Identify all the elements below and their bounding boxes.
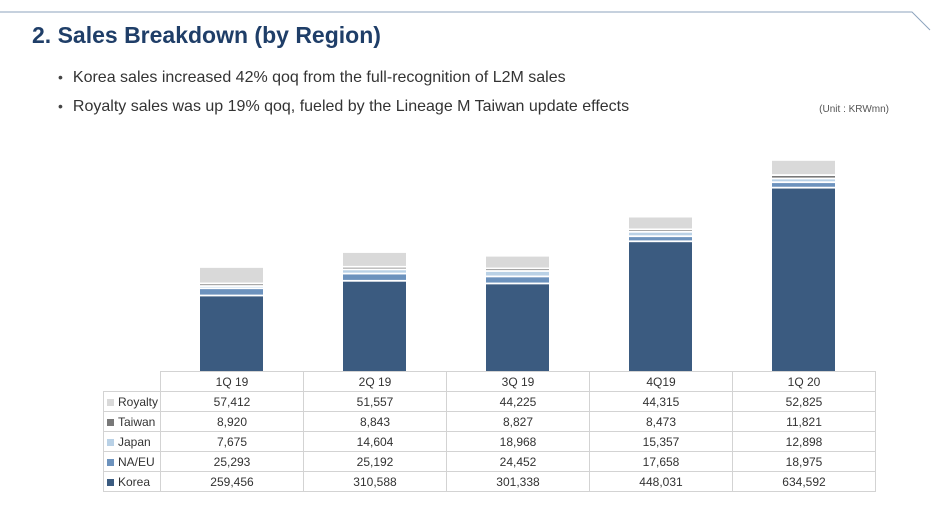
- table-cell: 310,588: [303, 471, 447, 492]
- series-label-taiwan: Taiwan: [103, 411, 161, 432]
- table-cell: 18,968: [446, 431, 590, 452]
- table-corner: [103, 371, 161, 392]
- table-cell: 24,452: [446, 451, 590, 472]
- table-row-japan: Japan 7,675 14,604 18,968 15,357 12,898: [103, 431, 876, 452]
- table-cell: 259,456: [160, 471, 304, 492]
- bar-segment-royalty-4: [629, 217, 692, 229]
- bar-segment-royalty-2: [343, 252, 406, 266]
- table-cell: 14,604: [303, 431, 447, 452]
- bar-segment-taiwan-4: [629, 230, 692, 231]
- bar-segment-taiwan-5: [772, 175, 835, 178]
- column-header: 1Q 20: [732, 371, 876, 392]
- series-name: Taiwan: [118, 414, 156, 429]
- table-cell: 51,557: [303, 391, 447, 412]
- bar-segment-japan-3: [486, 271, 549, 276]
- legend-swatch-taiwan: [107, 418, 114, 426]
- legend-swatch-royalty: [107, 398, 114, 406]
- table-cell: 25,293: [160, 451, 304, 472]
- column-header: 1Q 19: [160, 371, 304, 392]
- bar-segment-japan-1: [200, 286, 263, 288]
- bar-segment-taiwan-1: [200, 284, 263, 286]
- bar-segment-japan-4: [629, 232, 692, 236]
- legend-swatch-japan: [107, 438, 114, 446]
- data-table: 1Q 19 2Q 19 3Q 19 4Q19 1Q 20 Royalty 57,…: [103, 371, 876, 492]
- table-cell: 8,843: [303, 411, 447, 432]
- column-header: 3Q 19: [446, 371, 590, 392]
- bullet-royalty: Royalty sales was up 19% qoq, fueled by …: [58, 93, 629, 122]
- bar-segment-korea-1: [200, 296, 263, 371]
- table-cell: 17,658: [589, 451, 733, 472]
- bar-segment-korea-4: [629, 242, 692, 371]
- table-cell: 448,031: [589, 471, 733, 492]
- bar-segment-na-eu-3: [486, 277, 549, 283]
- bar-segment-japan-5: [772, 179, 835, 182]
- page-title: 2. Sales Breakdown (by Region): [32, 22, 381, 48]
- table-cell: 52,825: [732, 391, 876, 412]
- series-label-japan: Japan: [103, 431, 161, 452]
- column-header: 4Q19: [589, 371, 733, 392]
- table-cell: 11,821: [732, 411, 876, 432]
- bar-segment-na-eu-4: [629, 237, 692, 241]
- bar-segment-korea-2: [343, 281, 406, 371]
- series-name: Royalty: [118, 394, 159, 409]
- bar-segment-na-eu-5: [772, 183, 835, 187]
- bar-segment-korea-5: [772, 188, 835, 371]
- table-row-taiwan: Taiwan 8,920 8,843 8,827 8,473 11,821: [103, 411, 876, 432]
- table-header-row: 1Q 19 2Q 19 3Q 19 4Q19 1Q 20: [103, 371, 876, 392]
- table-cell: 57,412: [160, 391, 304, 412]
- table-cell: 634,592: [732, 471, 876, 492]
- bar-segment-japan-2: [343, 270, 406, 273]
- bar-segment-royalty-1: [200, 267, 263, 283]
- bar-segment-na-eu-1: [200, 289, 263, 295]
- column-header: 2Q 19: [303, 371, 447, 392]
- bar-segment-royalty-5: [772, 160, 835, 175]
- series-label-korea: Korea: [103, 471, 161, 492]
- table-row-na-eu: NA/EU 25,293 25,192 24,452 17,658 18,975: [103, 451, 876, 472]
- table-cell: 25,192: [303, 451, 447, 472]
- table-cell: 18,975: [732, 451, 876, 472]
- bar-segment-taiwan-3: [486, 269, 549, 271]
- table-cell: 8,473: [589, 411, 733, 432]
- legend-swatch-korea: [107, 478, 114, 486]
- table-cell: 7,675: [160, 431, 304, 452]
- table-cell: 301,338: [446, 471, 590, 492]
- bar-segment-taiwan-2: [343, 267, 406, 269]
- header-rule: [0, 11, 931, 31]
- table-cell: 12,898: [732, 431, 876, 452]
- table-cell: 44,225: [446, 391, 590, 412]
- table-row-korea: Korea 259,456 310,588 301,338 448,031 63…: [103, 471, 876, 492]
- table-cell: 44,315: [589, 391, 733, 412]
- bullet-list: Korea sales increased 42% qoq from the f…: [58, 64, 629, 122]
- table-row-royalty: Royalty 57,412 51,557 44,225 44,315 52,8…: [103, 391, 876, 412]
- bar-segment-na-eu-2: [343, 274, 406, 280]
- bar-segment-royalty-3: [486, 256, 549, 268]
- bar-segment-korea-3: [486, 284, 549, 371]
- series-name: Korea: [118, 474, 151, 489]
- bullet-korea: Korea sales increased 42% qoq from the f…: [58, 64, 629, 93]
- table-cell: 8,920: [160, 411, 304, 432]
- series-name: NA/EU: [118, 454, 155, 469]
- unit-label: (Unit : KRWmn): [819, 104, 889, 115]
- series-name: Japan: [118, 434, 151, 449]
- legend-swatch-na-eu: [107, 458, 114, 466]
- table-cell: 15,357: [589, 431, 733, 452]
- table-cell: 8,827: [446, 411, 590, 432]
- series-label-royalty: Royalty: [103, 391, 161, 412]
- series-label-na-eu: NA/EU: [103, 451, 161, 472]
